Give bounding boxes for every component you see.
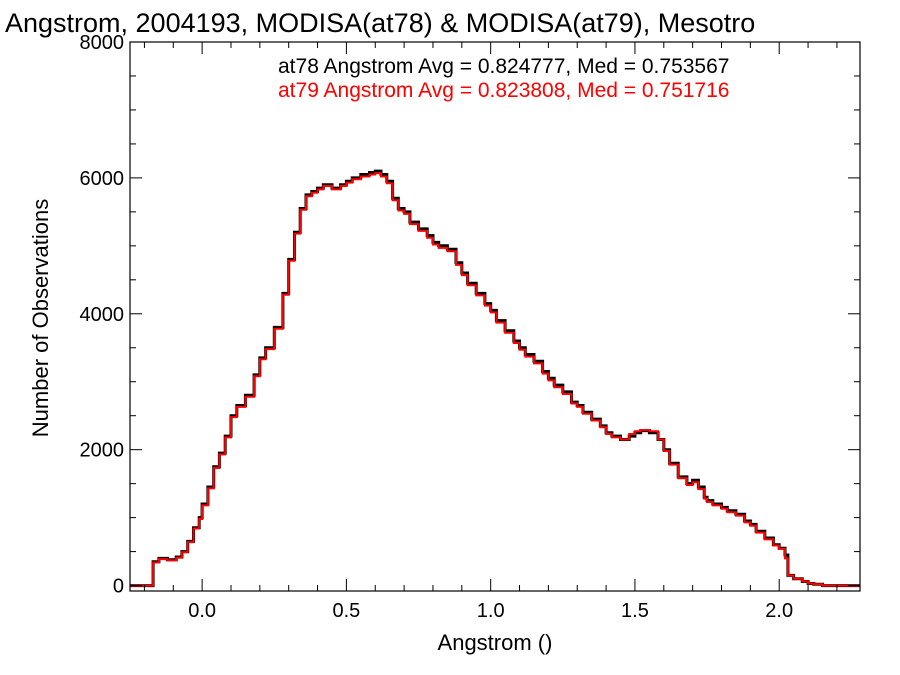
- y-tick-label: 2000: [80, 440, 125, 462]
- legend: at78 Angstrom Avg = 0.824777, Med = 0.75…: [278, 55, 729, 102]
- x-tick-label: 2.0: [765, 600, 793, 622]
- legend-entry-at79: at79 Angstrom Avg = 0.823808, Med = 0.75…: [278, 79, 729, 102]
- x-axis-label: Angstrom (): [438, 630, 553, 655]
- x-tick-label: 1.5: [621, 600, 649, 622]
- x-tick-label: 0.0: [188, 600, 216, 622]
- series-layer: [130, 169, 860, 588]
- y-axis-label: Number of Observations: [28, 199, 53, 437]
- y-tick-label: 8000: [80, 32, 125, 54]
- y-axis-ticks: 0 2000 4000 6000 8000: [80, 32, 860, 598]
- series-line-at79: [130, 172, 860, 587]
- chart-title: Angstrom, 2004193, MODISA(at78) & MODISA…: [5, 8, 755, 38]
- legend-entry-at78: at78 Angstrom Avg = 0.824777, Med = 0.75…: [278, 55, 729, 78]
- y-tick-label: 4000: [80, 304, 125, 326]
- plot-frame: [129, 41, 861, 592]
- x-tick-label: 1.0: [477, 600, 505, 622]
- x-tick-label: 0.5: [332, 600, 360, 622]
- y-tick-label: 6000: [80, 168, 125, 190]
- y-tick-label: 0: [113, 576, 124, 598]
- x-axis-ticks: 0.0 0.5 1.0 1.5 2.0: [143, 42, 838, 622]
